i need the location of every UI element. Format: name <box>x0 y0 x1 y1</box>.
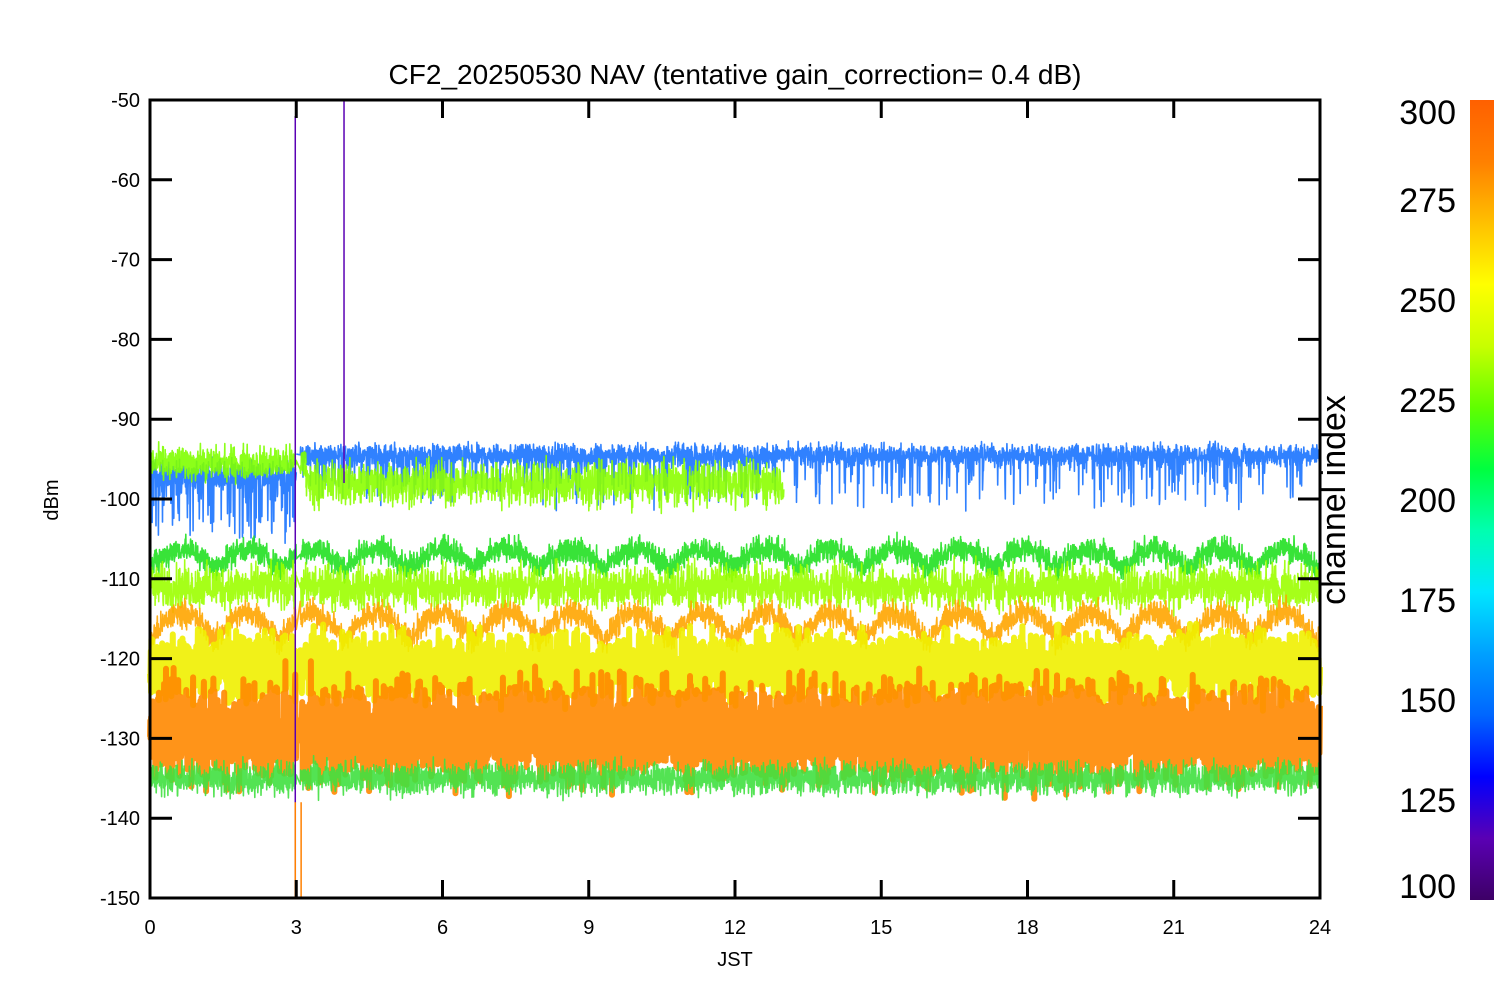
series-line-9 <box>149 754 1321 802</box>
colorbar-ticks: 300 275 250 225 200 175 150 125 100 <box>1399 94 1456 906</box>
colorbar-tick-label: 300 <box>1399 94 1456 132</box>
y-tick-label: -110 <box>101 569 140 591</box>
y-tick-label: -80 <box>111 329 140 351</box>
series-line-4 <box>149 531 1321 584</box>
x-tick-label: 24 <box>1309 917 1331 939</box>
x-tick-label: 18 <box>1016 917 1038 939</box>
x-tick-label: 6 <box>437 917 448 939</box>
colorbar-tick-label: 175 <box>1399 582 1456 620</box>
colorbar-label: channel index <box>1315 395 1353 605</box>
y-tick-label: -140 <box>100 808 140 830</box>
colorbar-tick-label: 150 <box>1399 682 1456 720</box>
series-line-1 <box>149 456 298 545</box>
x-tick-label: 3 <box>291 917 302 939</box>
x-tick-label: 0 <box>144 917 155 939</box>
x-tick-label: 9 <box>583 917 594 939</box>
colorbar-tick-label: 275 <box>1399 182 1456 220</box>
y-axis: -50 -60 -70 -80 -90 -100 -110 -120 -130 -140 -150 <box>100 90 1320 910</box>
colorbar-tick-label: 125 <box>1399 782 1456 820</box>
x-axis: 0 3 6 9 12 15 18 21 24 <box>144 100 1331 939</box>
y-axis-label: dBm <box>41 479 63 520</box>
series-line-3 <box>305 454 785 515</box>
y-tick-label: -130 <box>100 728 140 750</box>
colorbar-tick-label: 225 <box>1399 382 1456 420</box>
y-tick-label: -90 <box>111 409 140 431</box>
x-axis-label: JST <box>717 949 753 971</box>
series-line-2 <box>149 440 307 486</box>
x-tick-label: 12 <box>724 917 746 939</box>
colorbar-tick-label: 250 <box>1399 282 1456 320</box>
y-tick-label: -60 <box>111 170 140 192</box>
y-tick-label: -150 <box>100 888 140 910</box>
series-line-0 <box>296 440 1321 512</box>
x-tick-label: 15 <box>870 917 892 939</box>
colorbar <box>1470 100 1494 900</box>
y-tick-label: -70 <box>111 250 140 272</box>
colorbar-tick-label: 100 <box>1399 868 1456 906</box>
x-tick-label: 21 <box>1163 917 1185 939</box>
series-line-8 <box>147 658 1323 802</box>
y-tick-label: -100 <box>100 489 140 511</box>
chart-title: CF2_20250530 NAV (tentative gain_correct… <box>389 59 1082 90</box>
y-tick-label: -50 <box>111 90 140 112</box>
colorbar-tick-label: 200 <box>1399 482 1456 520</box>
y-tick-label: -120 <box>100 649 140 671</box>
plot-content <box>147 100 1323 898</box>
series-line-5 <box>149 555 1321 618</box>
